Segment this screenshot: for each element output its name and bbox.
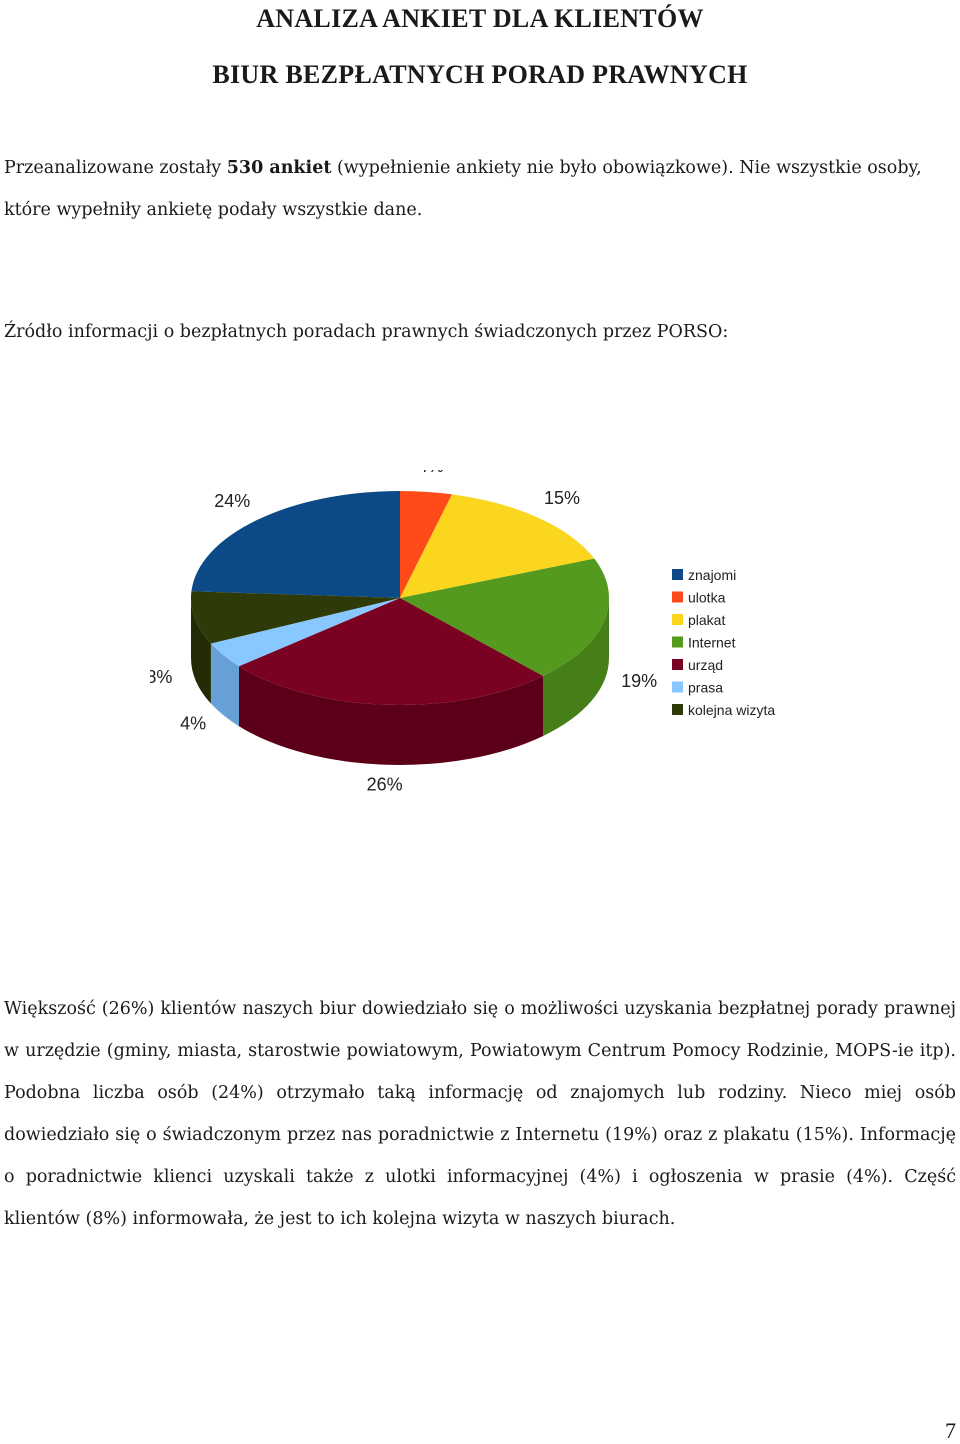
pie-slice-internet (400, 558, 609, 676)
pie-labels: 24% 4% 15% 19% 26% 4% 8% (150, 470, 657, 795)
document-title-line-2: BIUR BEZPŁATNYCH PORAD PRAWNYCH (212, 60, 748, 89)
legend-swatch-znajomi (672, 569, 683, 580)
legend-label-internet: Internet (688, 635, 736, 651)
pie-slice-znajomi (191, 491, 400, 598)
legend-swatch-internet (672, 636, 683, 648)
legend-label-ulotka: ulotka (688, 590, 726, 606)
pie-slice-urzad (238, 598, 544, 705)
legend-swatch-plakat (672, 614, 683, 625)
legend-label-urzad: urząd (688, 657, 723, 673)
intro-survey-count: 530 ankiet (226, 158, 332, 178)
pie-side-internet (543, 598, 609, 736)
legend-label-plakat: plakat (688, 612, 725, 628)
pie-slice-ulotka (400, 491, 452, 598)
page-number: 7 (945, 1418, 956, 1443)
pie-side-kolejna-wizyta (191, 598, 211, 704)
legend-swatch-urzad (672, 659, 683, 670)
pie-slice-kolejna-wizyta (191, 591, 400, 644)
pie-top (191, 491, 609, 705)
intro-text-start: Przeanalizowane zostały (4, 158, 227, 178)
data-label-znajomi: 24% (214, 491, 250, 511)
pie-slice-prasa (210, 598, 400, 667)
legend-swatch-prasa (672, 681, 683, 693)
pie-side-urzad (238, 666, 544, 765)
data-label-prasa: 4% (180, 713, 206, 733)
intro-paragraph: Przeanalizowane zostały 530 ankiet (wype… (4, 147, 956, 231)
data-label-plakat: 15% (544, 488, 580, 508)
legend-label-znajomi: znajomi (688, 567, 736, 583)
intro-text-end: (wypełnienie ankiety nie było obowiązkow… (4, 158, 922, 220)
chart-legend: znajomi ulotka plakat Internet urząd prasa kol… (672, 567, 775, 718)
legend-swatch-ulotka (672, 591, 683, 603)
data-label-urzad: 26% (367, 775, 403, 795)
legend-label-kolejna-wizyta: kolejna wizyta (688, 702, 775, 718)
pie-chart: 24% 4% 15% 19% 26% 4% 8% znajomi ulotka plakat In… (150, 470, 775, 795)
pie-sides (191, 598, 609, 765)
legend-swatch-kolejna-wizyta (672, 704, 683, 715)
data-label-kolejna-wizyta: 8% (150, 667, 172, 687)
legend-label-prasa: prasa (688, 680, 723, 696)
data-label-internet: 19% (621, 671, 657, 691)
pie-side-prasa (210, 643, 239, 727)
summary-paragraph: Większość (26%) klientów naszych biur do… (4, 999, 956, 1229)
data-label-ulotka: 4% (418, 470, 444, 476)
document-title-line-1: ANALIZA ANKIET DLA KLIENTÓW (256, 4, 704, 33)
chart-section-heading: Źródło informacji o bezpłatnych poradach… (4, 322, 729, 342)
pie-slice-plakat (400, 494, 595, 598)
